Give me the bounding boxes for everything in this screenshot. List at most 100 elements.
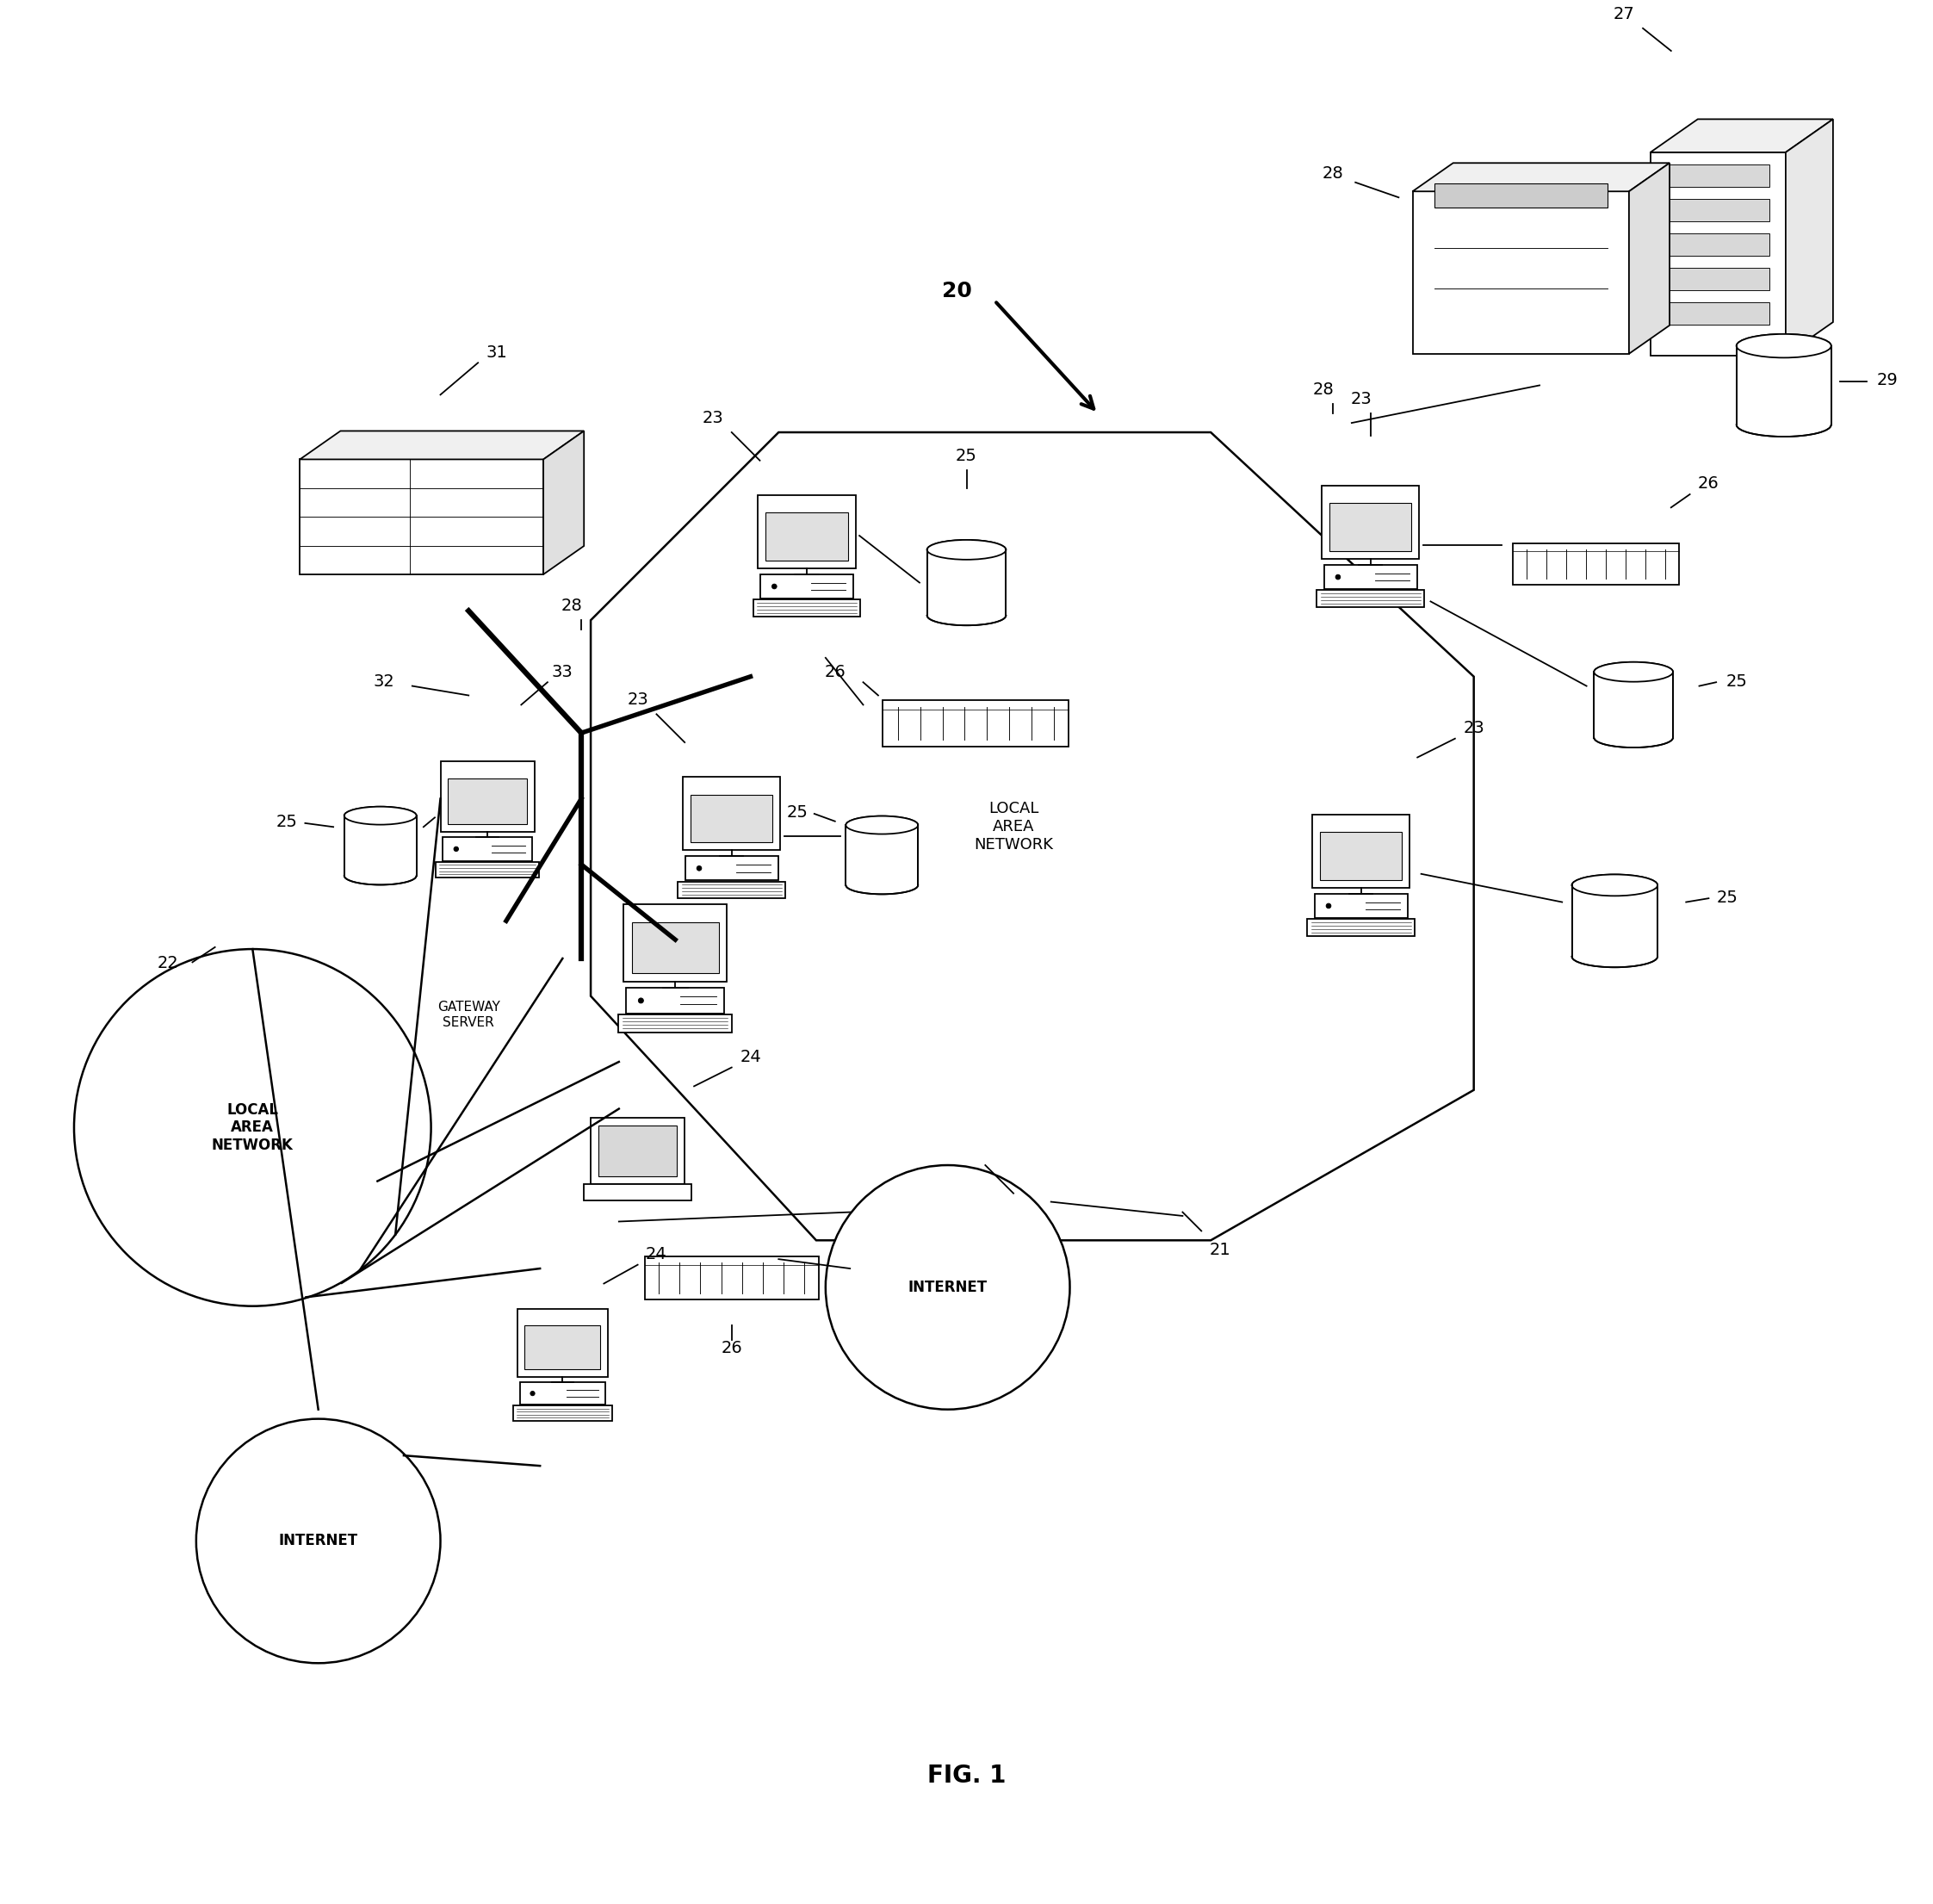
Bar bbox=[678, 882, 785, 899]
Ellipse shape bbox=[1595, 663, 1672, 682]
Bar bbox=[619, 1015, 733, 1032]
Polygon shape bbox=[1651, 120, 1832, 152]
Bar bbox=[1572, 885, 1657, 956]
Bar bbox=[758, 495, 856, 569]
Circle shape bbox=[454, 847, 458, 851]
Bar bbox=[1595, 672, 1672, 737]
Text: INTERNET: INTERNET bbox=[278, 1533, 358, 1548]
Ellipse shape bbox=[928, 541, 1005, 560]
Bar bbox=[1330, 503, 1411, 550]
Bar bbox=[443, 838, 532, 861]
Text: 28: 28 bbox=[561, 598, 582, 615]
Text: 33: 33 bbox=[553, 664, 574, 680]
Ellipse shape bbox=[1572, 874, 1657, 897]
Bar bbox=[1514, 543, 1678, 585]
Bar bbox=[1313, 815, 1409, 887]
Text: 24: 24 bbox=[646, 1247, 667, 1262]
Bar bbox=[1322, 486, 1419, 560]
Circle shape bbox=[825, 1165, 1069, 1409]
Bar bbox=[626, 988, 725, 1013]
Bar bbox=[883, 701, 1069, 746]
Bar bbox=[1736, 347, 1831, 425]
Circle shape bbox=[73, 948, 431, 1306]
Bar bbox=[1324, 565, 1417, 588]
Ellipse shape bbox=[344, 807, 416, 824]
Text: 28: 28 bbox=[1313, 383, 1334, 398]
Bar bbox=[1434, 183, 1608, 208]
Ellipse shape bbox=[1736, 413, 1831, 436]
Circle shape bbox=[696, 866, 702, 870]
Bar bbox=[928, 550, 1005, 615]
Bar bbox=[1307, 920, 1415, 935]
Ellipse shape bbox=[344, 807, 416, 824]
Polygon shape bbox=[1786, 120, 1832, 356]
Circle shape bbox=[638, 998, 644, 1003]
Bar bbox=[441, 762, 534, 832]
Text: FIG. 1: FIG. 1 bbox=[928, 1763, 1005, 1788]
Bar bbox=[690, 794, 773, 842]
Bar bbox=[1320, 832, 1401, 880]
Ellipse shape bbox=[1595, 727, 1672, 748]
Text: LOCAL
AREA
NETWORK: LOCAL AREA NETWORK bbox=[974, 802, 1053, 853]
Bar bbox=[597, 1125, 677, 1177]
Bar bbox=[448, 779, 528, 824]
Bar bbox=[524, 1325, 601, 1369]
Text: 28: 28 bbox=[1322, 166, 1343, 183]
Circle shape bbox=[1326, 902, 1332, 908]
Bar bbox=[520, 1382, 605, 1405]
Ellipse shape bbox=[1572, 874, 1657, 897]
Bar bbox=[754, 600, 860, 617]
Bar bbox=[1316, 590, 1425, 607]
Text: 25: 25 bbox=[955, 447, 978, 465]
Polygon shape bbox=[1413, 164, 1670, 192]
Bar bbox=[682, 777, 781, 851]
Bar bbox=[518, 1310, 607, 1377]
Bar bbox=[584, 1184, 692, 1201]
Text: 26: 26 bbox=[1697, 476, 1718, 491]
Bar bbox=[512, 1405, 613, 1420]
Text: 22: 22 bbox=[157, 956, 178, 971]
Text: 24: 24 bbox=[740, 1049, 762, 1064]
Text: 32: 32 bbox=[373, 674, 394, 689]
Bar bbox=[1314, 893, 1407, 918]
Text: 25: 25 bbox=[787, 805, 808, 821]
Text: INTERNET: INTERNET bbox=[909, 1279, 988, 1295]
Bar bbox=[591, 1118, 684, 1184]
Polygon shape bbox=[300, 430, 584, 459]
Text: 31: 31 bbox=[485, 345, 508, 360]
Ellipse shape bbox=[1736, 333, 1831, 358]
Text: 25: 25 bbox=[1726, 674, 1747, 689]
Text: 26: 26 bbox=[721, 1340, 742, 1356]
Bar bbox=[1666, 303, 1769, 326]
Ellipse shape bbox=[928, 541, 1005, 560]
Ellipse shape bbox=[847, 817, 918, 834]
Bar bbox=[624, 904, 727, 981]
Bar bbox=[300, 459, 543, 575]
Circle shape bbox=[771, 585, 777, 588]
Bar bbox=[847, 824, 918, 885]
Text: LOCAL
AREA
NETWORK: LOCAL AREA NETWORK bbox=[213, 1102, 294, 1154]
Bar bbox=[632, 923, 719, 973]
Ellipse shape bbox=[1736, 333, 1831, 358]
Text: 21: 21 bbox=[1210, 1241, 1231, 1259]
Circle shape bbox=[530, 1392, 535, 1396]
Ellipse shape bbox=[847, 876, 918, 895]
Ellipse shape bbox=[928, 605, 1005, 625]
Bar bbox=[344, 815, 416, 876]
Ellipse shape bbox=[1595, 663, 1672, 682]
Bar bbox=[646, 1257, 818, 1300]
Polygon shape bbox=[1630, 164, 1670, 354]
Text: 23: 23 bbox=[1351, 390, 1372, 407]
Ellipse shape bbox=[1572, 946, 1657, 967]
Bar bbox=[684, 857, 779, 880]
Bar bbox=[760, 575, 852, 598]
Bar bbox=[765, 512, 849, 560]
Text: 20: 20 bbox=[941, 282, 972, 301]
Bar bbox=[1651, 152, 1786, 356]
Bar bbox=[1413, 192, 1630, 354]
Text: 23: 23 bbox=[702, 409, 723, 426]
Bar bbox=[1666, 200, 1769, 221]
Bar bbox=[1666, 234, 1769, 255]
Bar bbox=[1666, 268, 1769, 289]
Ellipse shape bbox=[344, 866, 416, 885]
